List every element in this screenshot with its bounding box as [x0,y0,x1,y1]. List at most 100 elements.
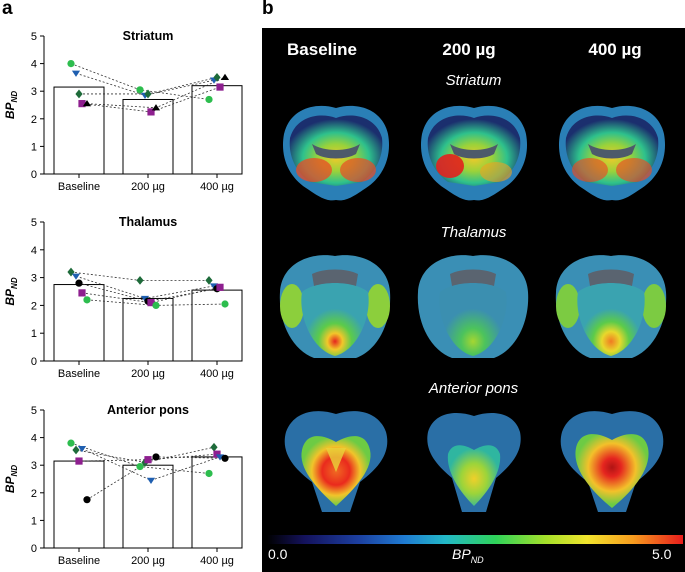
chart-title: Striatum [123,29,174,43]
y-tick-label: 0 [31,543,37,555]
y-tick-label: 5 [31,405,37,417]
data-point-triangle-down [215,454,225,461]
row-header-thalamus: Thalamus [440,224,507,241]
chart-anterior-pons: Anterior pons BPND 0 1 2 3 4 5 Baseline 200 µg 400… [3,403,243,567]
pet-scan-striatum-200ug [420,105,528,201]
panel-b-label: b [262,0,274,19]
data-point-circle [205,95,213,104]
x-tick-label: 200 µg [131,181,165,193]
colorbar-title-sub: ND [470,554,484,565]
row-header-anterior-pons: Anterior pons [428,380,519,397]
panel-a-label: a [2,0,13,19]
y-axis-label: BPND [3,465,19,493]
data-point-triangle-up [82,100,92,107]
data-point-square [216,83,224,91]
x-tick-label: 200 µg [131,368,165,380]
y-axis-label: BPND [3,277,19,305]
data-point-circle [221,300,229,308]
y-tick-label: 0 [31,169,37,181]
y-axis-label-sub: ND [10,465,19,477]
y-axis-label-sub: ND [10,277,19,289]
pet-scan-pons-baseline [284,411,388,512]
data-point-diamond [210,442,218,452]
data-point-circle [67,439,75,447]
pet-scan-thalamus-200ug [417,255,529,358]
colorbar-title: BPND [452,546,484,565]
data-point-circle [83,296,91,304]
x-tick-label: 400 µg [200,368,234,380]
y-tick-label: 1 [31,515,37,527]
data-point-triangle-down [209,283,219,290]
y-tick-label: 3 [31,273,37,285]
data-point-triangle-down [146,477,156,484]
pet-scan-striatum-baseline [282,105,390,201]
bar [53,284,105,362]
data-point-square [75,457,83,465]
data-point-circle [136,86,144,94]
pet-scan-striatum-400ug [558,105,666,201]
pet-scan-thalamus-baseline [279,255,391,358]
y-tick-label: 2 [31,488,37,500]
chart-title: Anterior pons [107,403,189,417]
y-tick-label: 1 [31,141,37,153]
y-tick-label: 4 [31,433,37,445]
x-tick-label: 200 µg [131,555,165,567]
x-tick-label: Baseline [58,555,100,567]
y-tick-label: 1 [31,328,37,340]
colorbar-min-label: 0.0 [268,546,288,562]
y-tick-label: 5 [31,31,37,43]
pet-scan-pons-400ug [560,411,664,512]
data-point-square [147,299,155,307]
data-point-circle [152,301,160,309]
y-tick-label: 4 [31,245,37,257]
data-point-diamond [136,275,144,285]
data-point-triangle-down [140,295,150,303]
colorbar-title-main: BP [452,546,471,562]
data-point-triangle-down [77,446,87,453]
y-tick-label: 3 [31,460,37,472]
data-point-circle [205,469,213,478]
y-tick-label: 3 [31,86,37,98]
data-point-circle [136,462,144,471]
data-point-diamond [205,275,213,285]
data-point-square [216,283,224,291]
data-point-triangle-down [71,70,81,77]
data-point-circle [67,60,75,68]
column-header-baseline: Baseline [287,40,357,59]
x-tick-label: Baseline [58,368,100,380]
bar [53,460,105,549]
data-point-diamond [75,89,83,99]
column-header-200ug: 200 µg [442,40,496,59]
pet-scan-thalamus-400ug [555,255,667,358]
data-point-circle [75,279,83,287]
column-header-400ug: 400 µg [588,40,642,59]
y-tick-label: 0 [31,356,37,368]
chart-title: Thalamus [119,215,177,229]
data-point-square [147,108,155,116]
x-tick-label: 400 µg [200,181,234,193]
pet-images-panel-b: Baseline 200 µg 400 µg Striatum Thalamus… [262,28,685,572]
colorbar-max-label: 5.0 [652,546,672,562]
subject-line [81,448,221,481]
y-axis-label-main: BP [3,288,17,306]
data-point-circle [83,496,91,504]
data-point-square [213,450,221,458]
data-point-diamond [72,445,80,455]
bar [191,456,243,549]
y-tick-label: 5 [31,217,37,229]
y-axis-label: BPND [3,91,19,119]
data-point-square [78,289,86,297]
data-point-triangle-up [151,104,161,111]
y-axis-label-main: BP [3,101,17,119]
row-header-striatum: Striatum [445,72,502,89]
y-tick-label: 2 [31,300,37,312]
bar [122,297,174,362]
data-point-circle [221,454,229,462]
bar [191,85,243,175]
subject-line [75,446,215,463]
data-point-circle [152,453,160,461]
data-point-triangle-up [220,73,230,80]
pet-scan-pons-200ug [427,413,521,512]
y-axis-label-sub: ND [10,91,19,103]
